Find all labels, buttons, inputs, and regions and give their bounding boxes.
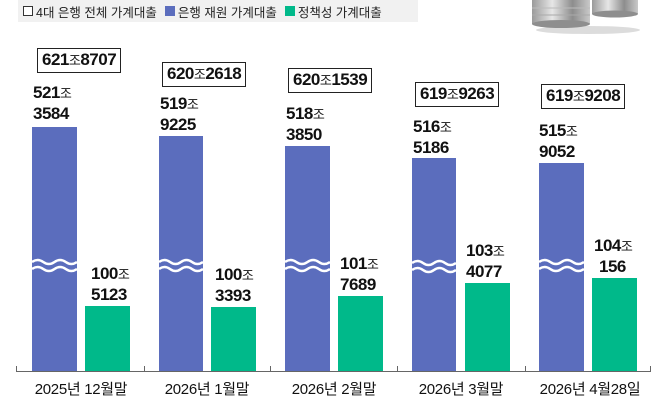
policy-bar-5 bbox=[592, 278, 637, 371]
policy-value-label-4: 103조 4077 bbox=[466, 241, 505, 281]
bank-bar-2 bbox=[159, 136, 203, 371]
x-axis-tick bbox=[16, 366, 17, 372]
chart-legend: 4대 은행 전체 가계대출 은행 재원 가계대출 정책성 가계대출 bbox=[18, 0, 418, 22]
total-label-1: 621조8707 bbox=[37, 48, 122, 73]
x-axis-tick bbox=[397, 366, 398, 372]
legend-swatch-total bbox=[23, 6, 33, 16]
x-axis-tick bbox=[144, 366, 145, 372]
legend-label-total: 4대 은행 전체 가계대출 bbox=[36, 5, 157, 20]
axis-break-icon bbox=[32, 258, 77, 273]
x-axis-tick bbox=[650, 366, 651, 372]
total-label-2: 620조2618 bbox=[162, 62, 247, 87]
policy-bar-4 bbox=[465, 283, 510, 371]
x-axis-label-5: 2026년 4월28일 bbox=[539, 381, 641, 398]
x-axis-tick bbox=[525, 366, 526, 372]
bank-value-label-3: 518조 3850 bbox=[286, 104, 325, 144]
legend-label-bank: 은행 재원 가계대출 bbox=[177, 5, 277, 20]
coin-stack-icon bbox=[532, 0, 640, 34]
policy-value-label-2: 100조 3393 bbox=[215, 265, 254, 305]
legend-item-policy: 정책성 가계대출 bbox=[284, 2, 382, 21]
bank-value-label-5: 515조 9052 bbox=[539, 121, 578, 161]
policy-value-label-3: 101조 7689 bbox=[340, 254, 379, 294]
x-axis-label-1: 2025년 12월말 bbox=[34, 381, 128, 398]
axis-break-icon bbox=[285, 258, 330, 273]
policy-bar-2 bbox=[211, 307, 256, 371]
total-label-5: 619조9208 bbox=[541, 84, 626, 109]
x-axis-label-3: 2026년 2월말 bbox=[291, 381, 377, 398]
total-label-3: 620조1539 bbox=[288, 68, 373, 93]
policy-bar-3 bbox=[338, 296, 383, 371]
bank-value-label-1: 521조 3584 bbox=[33, 83, 72, 123]
total-label-4: 619조9263 bbox=[415, 82, 500, 107]
x-axis-line bbox=[16, 371, 651, 372]
bank-bar-1 bbox=[32, 127, 77, 371]
x-axis-label-2: 2026년 1월말 bbox=[164, 381, 250, 398]
legend-swatch-policy bbox=[284, 6, 295, 16]
bank-value-label-2: 519조 9225 bbox=[160, 94, 199, 134]
legend-item-total: 4대 은행 전체 가계대출 bbox=[23, 2, 157, 21]
axis-break-icon bbox=[159, 258, 203, 273]
policy-bar-1 bbox=[85, 306, 130, 371]
axis-break-icon bbox=[539, 258, 584, 273]
x-axis-label-4: 2026년 3월말 bbox=[418, 381, 504, 398]
legend-swatch-bank bbox=[164, 6, 175, 16]
bank-value-label-4: 516조 5186 bbox=[413, 117, 452, 157]
legend-item-bank: 은행 재원 가계대출 bbox=[164, 2, 277, 21]
policy-value-label-1: 100조 5123 bbox=[91, 264, 130, 304]
policy-value-label-5: 104조 156 bbox=[594, 236, 633, 276]
bank-bar-5 bbox=[539, 163, 584, 371]
bank-bar-4 bbox=[412, 158, 456, 371]
axis-break-icon bbox=[412, 259, 456, 274]
bank-bar-3 bbox=[285, 146, 330, 371]
x-axis-tick bbox=[270, 366, 271, 372]
legend-label-policy: 정책성 가계대출 bbox=[297, 5, 382, 20]
